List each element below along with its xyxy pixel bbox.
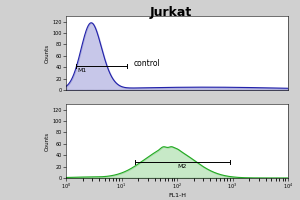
X-axis label: FL1-H: FL1-H — [168, 193, 186, 198]
Y-axis label: Counts: Counts — [45, 131, 50, 151]
Text: M2: M2 — [178, 164, 187, 169]
Text: Jurkat: Jurkat — [150, 6, 192, 19]
Text: M1: M1 — [77, 68, 86, 73]
Text: control: control — [134, 59, 160, 68]
Y-axis label: Counts: Counts — [45, 43, 50, 63]
